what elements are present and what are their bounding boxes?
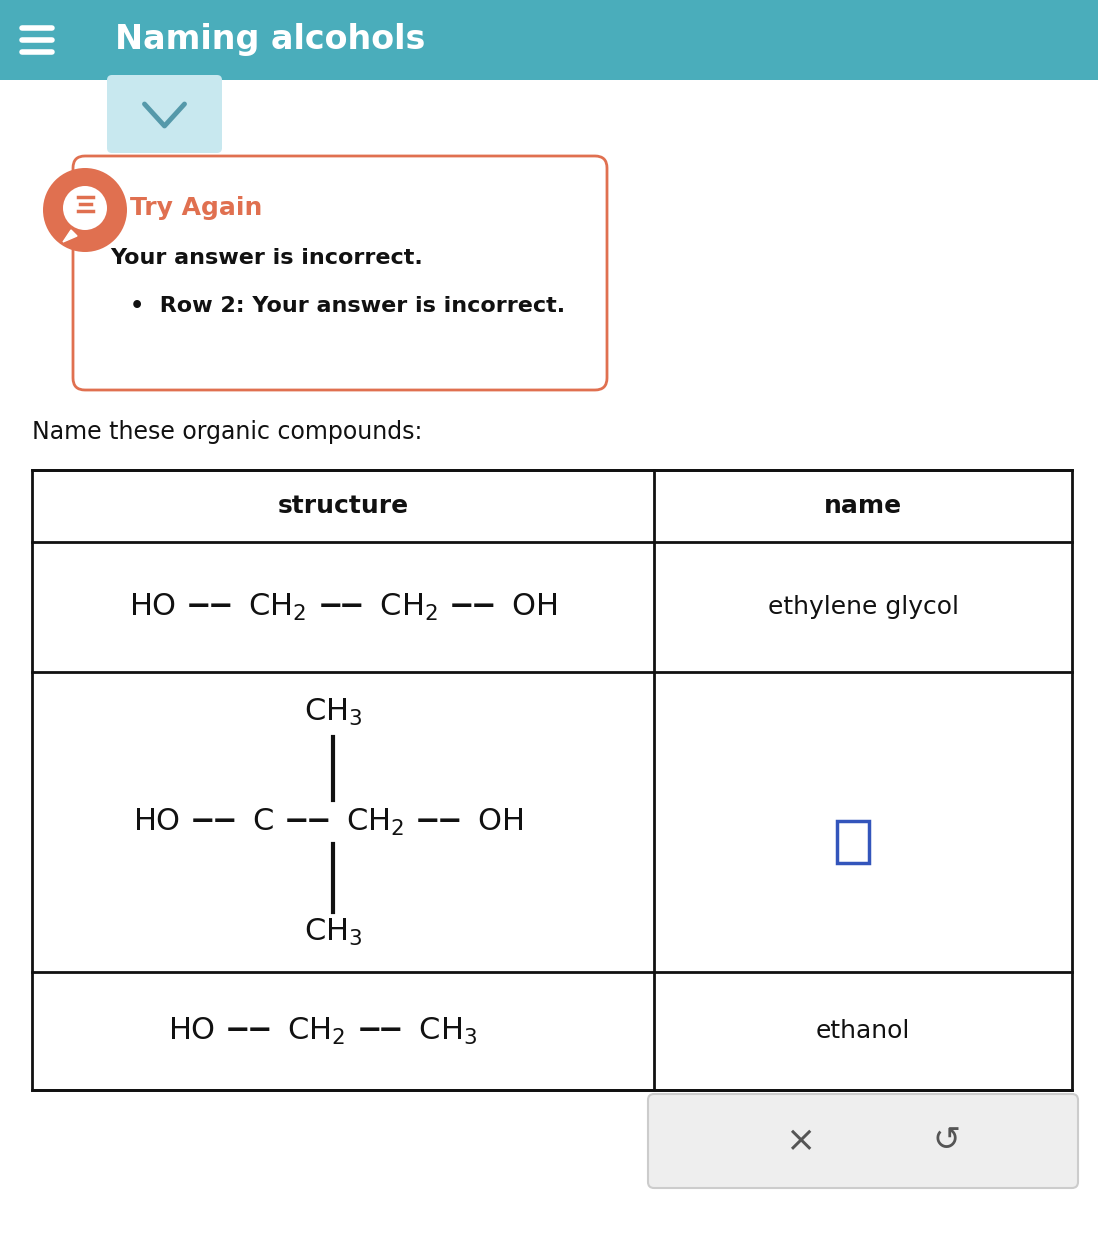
Text: ↺: ↺ (932, 1124, 961, 1158)
Text: Your answer is incorrect.: Your answer is incorrect. (110, 248, 423, 268)
Text: Try Again: Try Again (130, 197, 262, 220)
Circle shape (63, 187, 107, 230)
Text: HO $\mathbf{-\!\!-}$ C $\mathbf{-\!\!-}$ CH$_2$ $\mathbf{-\!\!-}$ OH: HO $\mathbf{-\!\!-}$ C $\mathbf{-\!\!-}$… (133, 806, 524, 838)
Text: Naming alcohols: Naming alcohols (115, 24, 425, 56)
Bar (0, 0, 1098, 80)
Text: Name these organic compounds:: Name these organic compounds: (32, 419, 423, 444)
Text: ethylene glycol: ethylene glycol (768, 595, 959, 618)
FancyBboxPatch shape (107, 75, 222, 153)
Polygon shape (63, 230, 77, 242)
Text: name: name (824, 495, 903, 518)
Bar (32, 470, 1072, 1090)
Text: structure: structure (278, 495, 408, 518)
Bar (837, 821, 869, 863)
FancyBboxPatch shape (72, 156, 607, 391)
Text: HO $\mathbf{-\!\!-}$ CH$_2$ $\mathbf{-\!\!-}$ CH$_2$ $\mathbf{-\!\!-}$ OH: HO $\mathbf{-\!\!-}$ CH$_2$ $\mathbf{-\!… (128, 591, 557, 622)
Text: HO $\mathbf{-\!\!-}$ CH$_2$ $\mathbf{-\!\!-}$ CH$_3$: HO $\mathbf{-\!\!-}$ CH$_2$ $\mathbf{-\!… (168, 1015, 478, 1047)
Text: CH$_3$: CH$_3$ (304, 916, 362, 948)
Text: •  Row 2: Your answer is incorrect.: • Row 2: Your answer is incorrect. (130, 295, 565, 316)
Text: CH$_3$: CH$_3$ (304, 696, 362, 727)
Circle shape (43, 168, 127, 252)
Text: ×: × (785, 1124, 816, 1158)
Text: ethanol: ethanol (816, 1019, 910, 1043)
FancyBboxPatch shape (648, 1094, 1078, 1188)
